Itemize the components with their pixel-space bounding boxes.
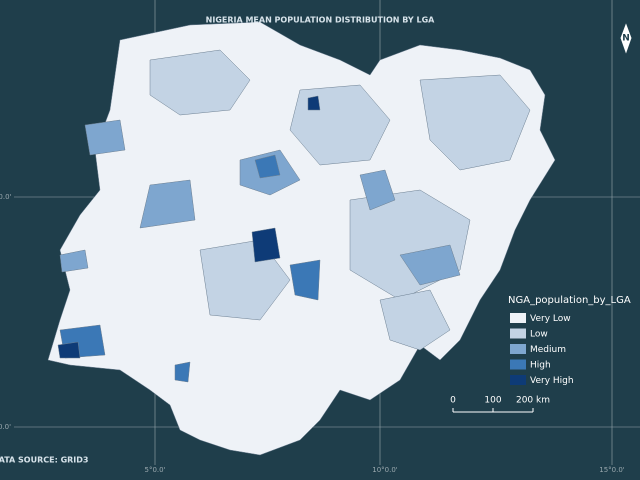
north-label: N	[622, 34, 630, 44]
region	[379, 289, 451, 351]
legend: NGA_population_by_LGA Very Low Low Medium H…	[508, 295, 631, 386]
region	[139, 179, 196, 229]
region	[84, 119, 126, 156]
map-title: NIGERIA MEAN POPULATION DISTRIBUTION BY …	[206, 16, 436, 25]
region	[399, 244, 461, 286]
north-arrow: N	[619, 20, 633, 57]
legend-swatch	[510, 359, 526, 370]
legend-swatch	[510, 328, 526, 339]
region	[149, 49, 251, 116]
scale-label: 200 km	[516, 396, 550, 406]
region	[419, 74, 531, 171]
graticule-label: 5°0.0'	[144, 466, 165, 474]
legend-label: High	[530, 361, 551, 371]
region	[307, 95, 321, 111]
legend-label: Medium	[530, 345, 566, 355]
legend-label: Very High	[530, 376, 574, 386]
region	[59, 249, 89, 273]
scale-label: 100	[484, 396, 501, 406]
region	[251, 227, 281, 263]
legend-title: NGA_population_by_LGA	[508, 295, 631, 306]
legend-swatch	[510, 375, 526, 385]
region	[289, 259, 321, 301]
legend-swatch	[510, 344, 526, 354]
region	[174, 361, 191, 383]
graticule-label: 10°0.0'	[372, 466, 398, 474]
north-arrow-shape	[619, 20, 633, 57]
scale-bar: 0 100 200 km	[450, 396, 550, 413]
legend-swatch	[510, 313, 526, 323]
region	[254, 154, 281, 179]
graticule-label: 5°0.0'	[0, 423, 11, 431]
graticule-label: 15°0.0'	[599, 466, 625, 474]
legend-label: Very Low	[530, 314, 571, 324]
nigeria	[47, 21, 556, 456]
data-source: DATA SOURCE: GRID3	[0, 456, 88, 465]
graticule-label: 10°0.0'	[0, 193, 12, 201]
scale-label: 0	[450, 396, 456, 406]
region	[359, 169, 396, 211]
region	[57, 341, 81, 359]
legend-label: Low	[530, 330, 548, 340]
